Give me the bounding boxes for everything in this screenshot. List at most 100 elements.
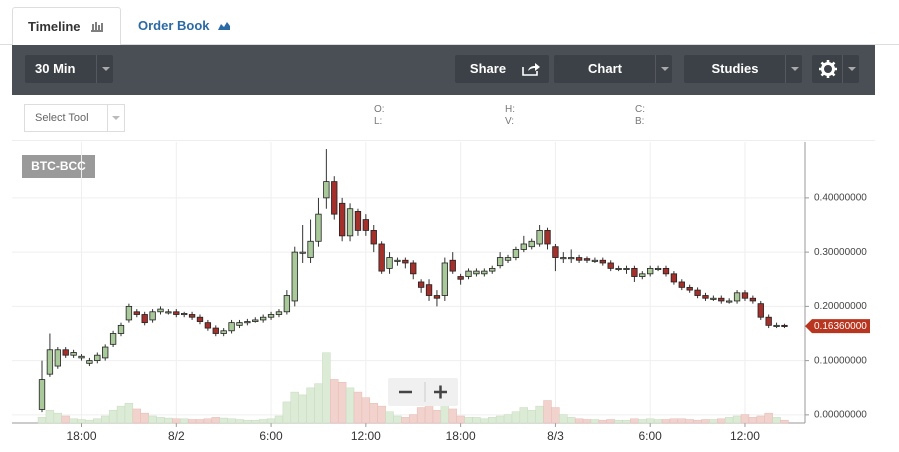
- ohlc-label: L:: [374, 116, 383, 127]
- icon: [218, 22, 231, 30]
- volume-bar: [701, 419, 710, 424]
- candle-body: [552, 246, 559, 258]
- volume-bar: [764, 412, 773, 424]
- candle-body: [417, 281, 425, 288]
- candle-body: [504, 257, 512, 261]
- candle-body: [623, 267, 630, 270]
- volume-bar: [448, 408, 457, 424]
- candle-body: [188, 314, 196, 318]
- candle-body: [102, 346, 109, 359]
- select-tool[interactable]: Select Tool: [24, 104, 125, 132]
- candle-body: [489, 267, 496, 272]
- volume-bar: [440, 403, 450, 424]
- candle-body: [291, 251, 298, 302]
- volume-bar: [416, 407, 426, 424]
- candle-body: [402, 259, 409, 264]
- timeline-tab[interactable]: Timeline: [12, 7, 121, 45]
- candle-body: [394, 259, 401, 262]
- x-tick-label: 6:00: [259, 429, 283, 443]
- candle-body: [599, 259, 606, 264]
- candle-body: [560, 257, 567, 260]
- candle-body: [346, 208, 354, 237]
- candle-body: [733, 292, 741, 302]
- volume-bar: [598, 419, 608, 424]
- volume-bar: [172, 418, 181, 424]
- candle-body: [125, 305, 133, 321]
- candle-body: [718, 297, 725, 302]
- caret-arrow: [112, 116, 120, 124]
- tab-label: Timeline: [28, 19, 81, 34]
- volume-bar: [424, 404, 434, 424]
- candle-body: [117, 324, 125, 334]
- volume-bar: [322, 352, 331, 424]
- interval-button[interactable]: 30 Min: [25, 55, 113, 83]
- chart-label: Chart: [588, 61, 622, 76]
- volume-bar: [45, 410, 55, 424]
- toolbar: 30 Min Share Chart Studies: [12, 45, 875, 95]
- volume-bar: [551, 407, 560, 424]
- tab-bar: [0, 0, 899, 45]
- candle-body: [726, 300, 733, 303]
- volume-bar: [156, 417, 165, 424]
- x-tick-label: 18:00: [446, 429, 476, 443]
- candle-body: [575, 257, 583, 261]
- volume-bar: [108, 410, 118, 424]
- last-price-tag: [805, 319, 870, 334]
- volume-bar: [401, 417, 410, 424]
- volume-bar: [266, 418, 276, 424]
- candle-body: [583, 258, 591, 261]
- studies-button[interactable]: Studies: [684, 55, 802, 83]
- candle-body: [654, 267, 662, 270]
- volume-bar: [480, 418, 489, 424]
- ohlc: C: B:: [635, 104, 645, 128]
- volume-bar: [369, 403, 378, 424]
- candle-body: [38, 379, 46, 410]
- candle-body: [109, 333, 117, 345]
- candle-body: [370, 230, 377, 245]
- share-icon: [522, 63, 540, 76]
- candle-body: [568, 257, 575, 260]
- candle-body: [236, 322, 243, 326]
- candle-body: [591, 259, 599, 262]
- chart-button[interactable]: Chart: [554, 55, 672, 83]
- volume-bar: [69, 418, 78, 424]
- volume-bar: [337, 382, 347, 424]
- candle-body: [670, 273, 678, 283]
- candle-body: [694, 289, 701, 296]
- order-book-tab[interactable]: Order Book: [138, 7, 231, 44]
- candle-body: [378, 243, 385, 272]
- volume-bar: [219, 417, 228, 424]
- candle-body: [607, 262, 614, 269]
- volume-bar: [590, 419, 600, 424]
- volume-bar: [258, 419, 268, 424]
- candle-body: [520, 243, 527, 250]
- caret: [655, 55, 672, 83]
- candle-body: [315, 213, 322, 242]
- volume-bar: [488, 417, 497, 424]
- studies-label: Studies: [711, 61, 759, 76]
- share-button[interactable]: Share: [455, 55, 549, 83]
- volume-bar: [748, 417, 758, 424]
- candle-body: [252, 319, 259, 322]
- volume-bar: [740, 414, 750, 424]
- gear-icon: [819, 60, 837, 78]
- ohlc-label: O:: [374, 104, 385, 115]
- volume-bar: [306, 387, 315, 424]
- ohlc-label: C:: [635, 104, 645, 115]
- volume-bar: [243, 419, 252, 424]
- icon: [91, 22, 104, 32]
- candle-body: [425, 284, 433, 296]
- volume-bar: [85, 419, 94, 424]
- volume-bar: [251, 419, 260, 424]
- settings-button[interactable]: [812, 55, 859, 83]
- candle-body: [386, 257, 393, 269]
- candle-body: [54, 349, 61, 367]
- candle-body: [757, 303, 764, 318]
- candle-body: [165, 311, 172, 314]
- x-tick-label: 12:00: [351, 429, 381, 443]
- candle-body: [212, 327, 219, 334]
- candle-body: [773, 324, 780, 327]
- volume-bar: [574, 418, 584, 424]
- symbol-badge: [22, 155, 95, 178]
